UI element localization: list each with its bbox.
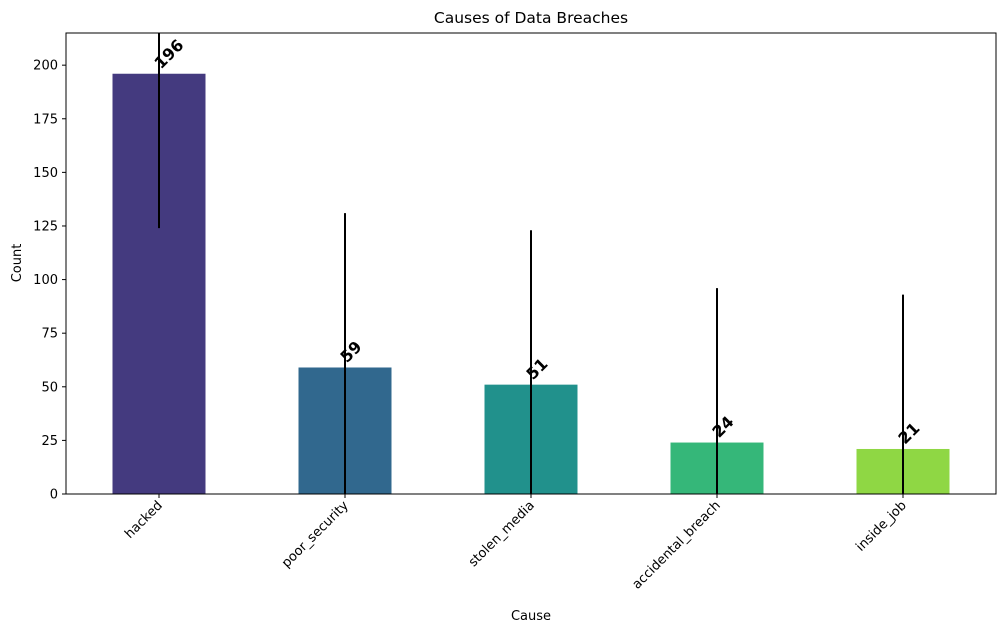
data-label-accidental_breach: 24	[708, 412, 737, 441]
y-axis: 0 25 50 75 100 125 150 175 200	[33, 59, 66, 503]
y-tick-label-175: 175	[33, 112, 58, 127]
x-axis-title: Cause	[511, 609, 551, 624]
y-tick-label-25: 25	[41, 434, 58, 449]
y-tick-label-200: 200	[33, 59, 58, 74]
y-tick-label-125: 125	[33, 219, 58, 234]
y-tick-label-50: 50	[41, 380, 58, 395]
error-bars-layer	[158, 33, 904, 494]
data-label-poor_security: 59	[336, 337, 365, 366]
y-axis-title: Count	[10, 244, 25, 283]
x-tick-label-accidental_breach: accidental_breach	[630, 498, 724, 592]
y-tick-label-150: 150	[33, 166, 58, 181]
x-tick-label-stolen_media: stolen_media	[466, 498, 538, 570]
x-tick-label-inside_job: inside_job	[853, 498, 909, 554]
y-tick-label-75: 75	[41, 327, 58, 342]
y-tick-label-0: 0	[50, 488, 58, 503]
chart-title: Causes of Data Breaches	[434, 9, 628, 27]
plot-frame	[65, 32, 997, 495]
data-label-inside_job: 21	[894, 419, 923, 448]
data-label-hacked: 196	[150, 36, 187, 73]
data-label-stolen_media: 51	[522, 354, 551, 383]
x-axis: hacked poor_security stolen_media accidenta…	[122, 494, 910, 592]
x-tick-label-poor_security: poor_security	[279, 498, 352, 571]
x-tick-label-hacked: hacked	[122, 498, 166, 542]
y-tick-label-100: 100	[33, 273, 58, 288]
